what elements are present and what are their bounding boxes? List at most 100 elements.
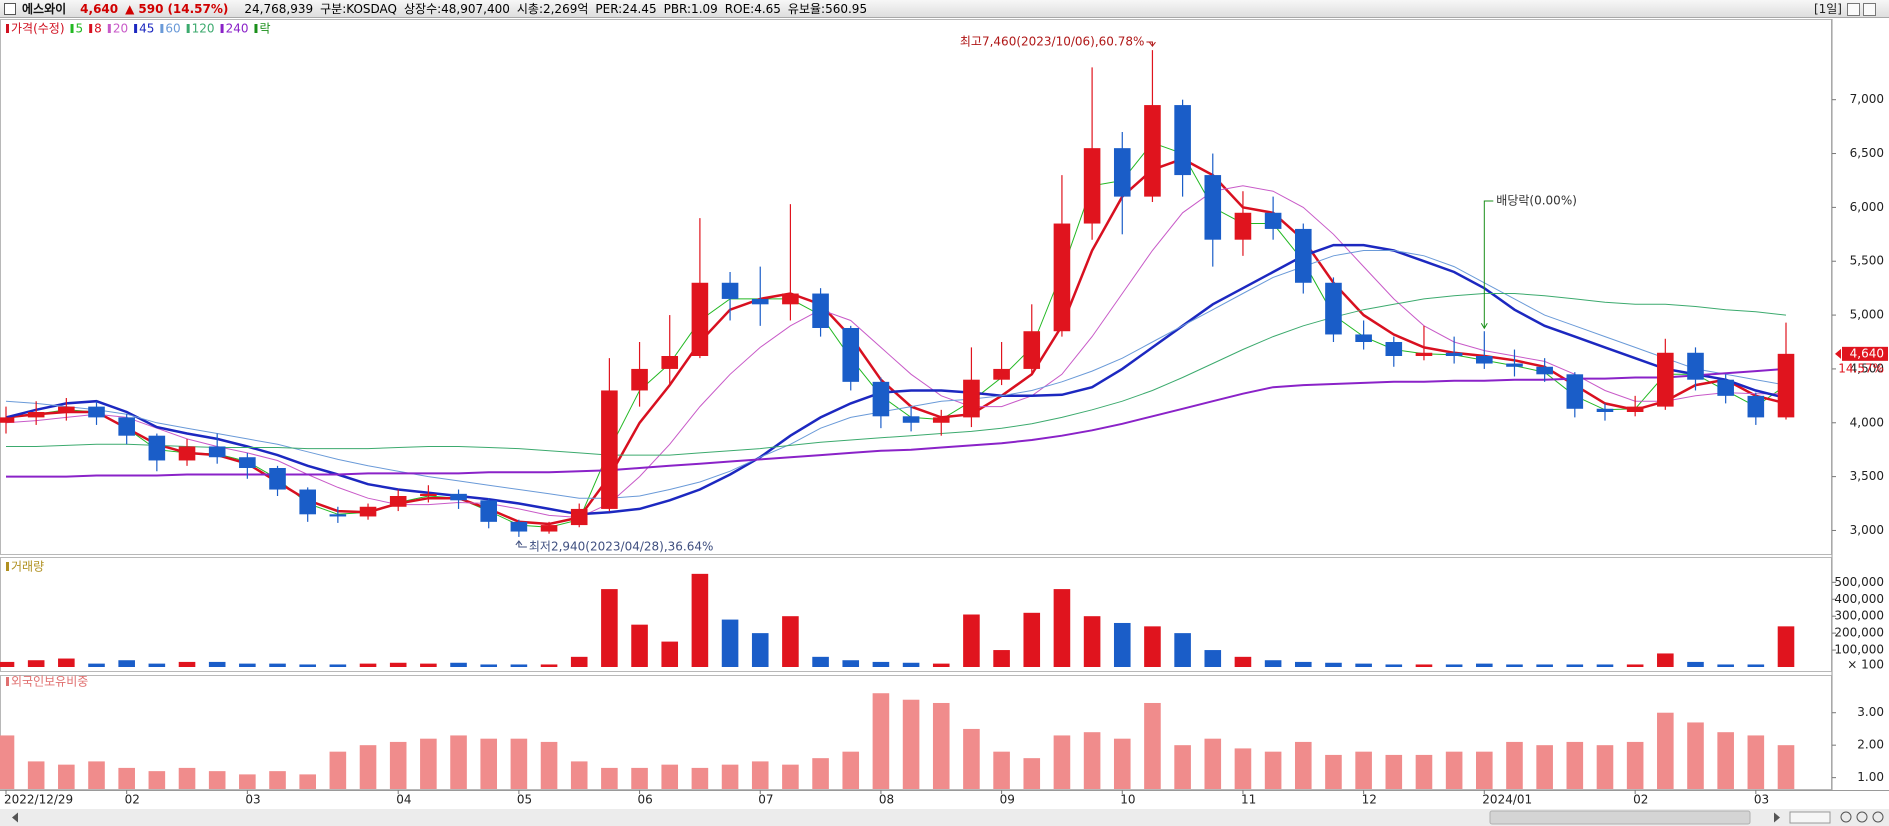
scroll-right[interactable] — [1774, 812, 1780, 823]
ma-line — [5, 243, 1787, 516]
legend-entry: 20 — [113, 22, 128, 36]
zoom-in[interactable] — [1856, 811, 1868, 823]
bar — [1657, 653, 1674, 667]
ma-line — [5, 250, 1787, 499]
bar — [148, 771, 166, 789]
bar — [661, 764, 679, 789]
bar — [269, 663, 286, 667]
bar — [1445, 664, 1463, 667]
bar — [963, 728, 980, 789]
bar — [1626, 741, 1644, 789]
candle-body — [782, 293, 799, 305]
candle-body — [872, 381, 890, 417]
bar — [1506, 664, 1523, 667]
panel-title: 거래량 — [11, 560, 44, 574]
x-tick-label: 09 — [1000, 793, 1015, 807]
change: 590 — [138, 1, 164, 16]
change-pct: (14.57%) — [167, 1, 229, 16]
zoom-slider[interactable] — [1789, 811, 1831, 824]
unit-label: × 100 — [1847, 658, 1884, 672]
annotation-arrow — [515, 540, 527, 548]
bar — [1566, 664, 1584, 667]
legend-swatch — [107, 24, 111, 33]
legend-swatch — [6, 562, 9, 571]
candle-body — [993, 368, 1010, 380]
scrollbar-thumb[interactable] — [1489, 810, 1751, 825]
bar — [239, 663, 256, 667]
candle-body — [118, 417, 135, 436]
bar — [1083, 616, 1101, 667]
bar — [420, 738, 437, 789]
bar — [239, 774, 256, 789]
pbr: PBR:1.09 — [663, 1, 718, 16]
y-tick-label: 5,000 — [1850, 308, 1884, 322]
x-tick-label: 04 — [396, 793, 411, 807]
candle-body — [1536, 366, 1553, 375]
bar — [842, 751, 860, 789]
candle-body — [1687, 352, 1704, 380]
bar — [389, 662, 407, 667]
close-button[interactable] — [1863, 3, 1876, 16]
bar — [420, 663, 437, 667]
background — [0, 18, 1889, 808]
candle-body — [932, 417, 950, 423]
x-tick-label: 12 — [1362, 793, 1377, 807]
bar — [510, 664, 528, 667]
y-tick-label: 200,000 — [1834, 626, 1884, 640]
candle-body — [1264, 212, 1282, 229]
bar — [1385, 664, 1403, 667]
bar — [932, 663, 950, 667]
bar — [902, 699, 920, 789]
legend-entry: 60 — [165, 22, 180, 36]
candle-body — [540, 525, 558, 532]
annotation: 최고7,460(2023/10/06),60.78% — [960, 35, 1145, 49]
shares: 상장수:48,907,400 — [403, 2, 510, 16]
x-tick-label: 06 — [638, 793, 653, 807]
legend-swatch — [186, 24, 190, 33]
bar — [1264, 751, 1282, 789]
candle-body — [450, 493, 467, 501]
scroll-left[interactable] — [12, 812, 18, 823]
stock-name: 에스와이 — [22, 2, 67, 16]
bar — [118, 660, 135, 667]
bar — [721, 764, 739, 789]
bar — [540, 741, 558, 789]
bar — [902, 662, 920, 667]
header-bar: 에스와이 4,640 ▲ 590 (14.57%) 24,768,939 구분:… — [0, 0, 1889, 18]
zoom-reset[interactable] — [1872, 811, 1884, 823]
window-button[interactable] — [1847, 3, 1860, 16]
bar — [812, 656, 829, 667]
candle-body — [1566, 374, 1584, 409]
legend-entry: 120 — [192, 22, 215, 36]
candle-body — [902, 416, 920, 423]
zoom-out[interactable] — [1840, 811, 1852, 823]
candle-body — [570, 508, 588, 526]
bar — [782, 616, 799, 667]
bar — [1325, 662, 1342, 667]
y-tick-label: 1.00 — [1857, 770, 1884, 784]
checkbox[interactable] — [4, 2, 16, 15]
bar — [1023, 612, 1041, 667]
y-tick-label: 6,500 — [1850, 146, 1884, 160]
bar — [1144, 626, 1161, 667]
bar — [1294, 661, 1312, 667]
bar — [329, 664, 347, 667]
bar — [178, 767, 196, 789]
bar — [1717, 664, 1734, 667]
candle-body — [1476, 356, 1493, 364]
bar — [329, 751, 347, 789]
candle-body — [1385, 342, 1403, 356]
bar — [932, 702, 950, 789]
bar — [359, 745, 377, 789]
candle-body — [27, 412, 45, 418]
bar — [359, 663, 377, 667]
bar — [570, 656, 588, 667]
market-cap: 시총:2,269억 — [516, 2, 589, 16]
candle-body — [359, 506, 377, 517]
bar — [1023, 758, 1041, 789]
period[interactable]: [1일] — [1813, 2, 1842, 16]
bar — [1113, 738, 1131, 789]
legend-swatch — [160, 24, 164, 33]
y-tick-label: 7,000 — [1850, 92, 1884, 106]
bar — [27, 660, 45, 667]
